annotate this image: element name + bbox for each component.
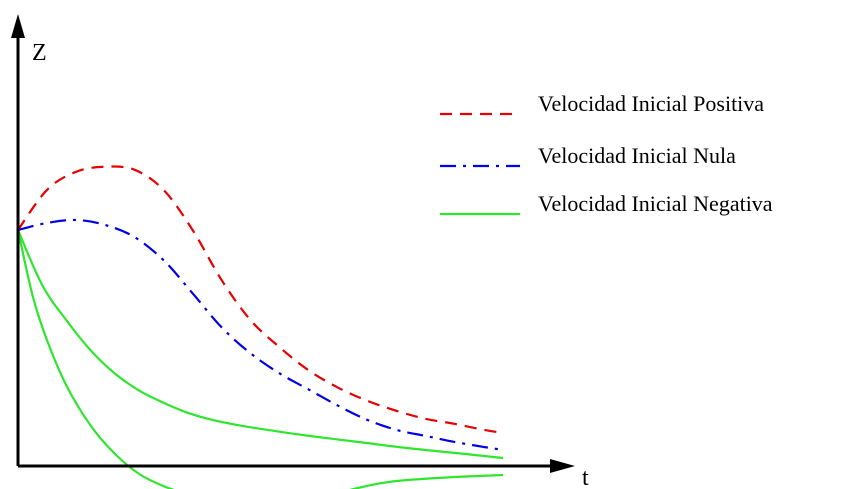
- legend-label-2: Velocidad Inicial Negativa: [538, 191, 773, 216]
- y-axis-arrowhead: [11, 14, 25, 38]
- x-axis-arrowhead: [550, 459, 575, 473]
- plot-area: [16, 165, 504, 489]
- y-axis-label: Z: [32, 40, 47, 66]
- series-line-3: [16, 229, 504, 489]
- legend: Velocidad Inicial Positiva Velocidad Inic…: [440, 91, 773, 216]
- axes: Z t: [11, 14, 589, 489]
- legend-label-1: Velocidad Inicial Nula: [538, 143, 736, 168]
- legend-label-0: Velocidad Inicial Positiva: [538, 91, 764, 116]
- series-line-0: [17, 165, 504, 434]
- series-line-1: [17, 218, 504, 451]
- series-line-2: [16, 229, 504, 460]
- x-axis-label: t: [582, 465, 589, 489]
